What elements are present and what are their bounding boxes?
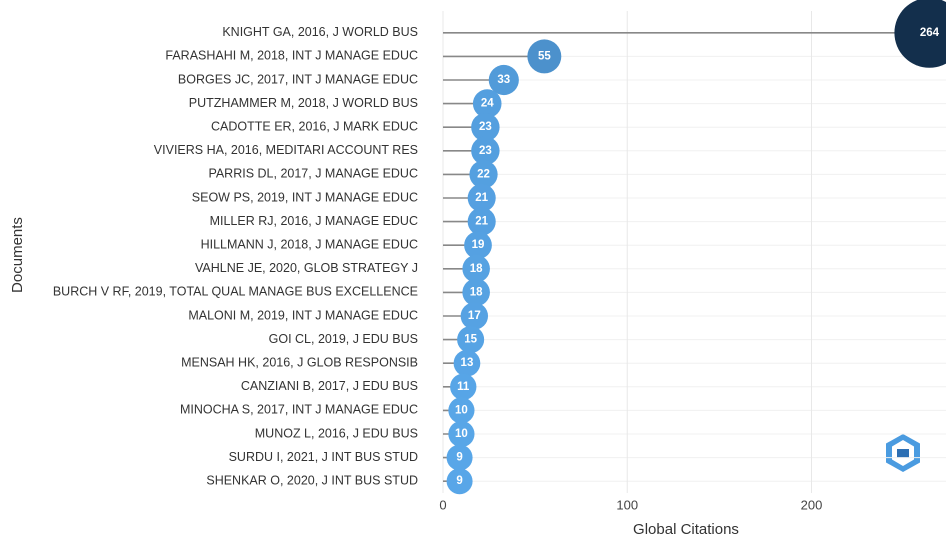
y-tick-label: SURDU I, 2021, J INT BUS STUD xyxy=(229,450,418,464)
data-label: 23 xyxy=(479,145,492,157)
dot xyxy=(460,302,489,330)
dot xyxy=(472,89,502,118)
dot xyxy=(462,255,490,283)
dot xyxy=(467,183,496,213)
y-tick-label: VAHLNE JE, 2020, GLOB STRATEGY J xyxy=(195,261,418,275)
data-label: 18 xyxy=(470,286,483,298)
data-label: 21 xyxy=(475,216,488,228)
grid xyxy=(442,11,946,493)
dot xyxy=(894,0,946,68)
data-label: 15 xyxy=(464,334,477,346)
dot xyxy=(471,112,500,142)
x-tick-label: 100 xyxy=(616,497,638,512)
y-tick-label: SEOW PS, 2019, INT J MANAGE EDUC xyxy=(192,190,418,204)
data-label: 21 xyxy=(475,192,488,204)
y-tick-label: PUTZHAMMER M, 2018, J WORLD BUS xyxy=(189,96,418,110)
y-tick-label: MILLER RJ, 2016, J MANAGE EDUC xyxy=(210,214,418,228)
dot xyxy=(453,349,481,377)
y-tick-label: MUNOZ L, 2016, J EDU BUS xyxy=(255,426,418,440)
dot xyxy=(462,278,490,307)
dot xyxy=(457,326,485,354)
data-label: 19 xyxy=(472,239,485,251)
data-label: 10 xyxy=(455,404,468,416)
data-label: 264 xyxy=(920,27,940,39)
y-tick-label: BORGES JC, 2017, INT J MANAGE EDUC xyxy=(178,72,418,86)
data-label: 11 xyxy=(457,381,470,393)
y-tick-label: KNIGHT GA, 2016, J WORLD BUS xyxy=(222,25,418,39)
x-axis-title: Global Citations xyxy=(633,521,739,538)
y-tick-label: PARRIS DL, 2017, J MANAGE EDUC xyxy=(208,167,418,181)
data-label: 9 xyxy=(456,452,462,464)
y-axis-title: Documents xyxy=(9,217,26,293)
logo xyxy=(886,434,920,472)
dot xyxy=(464,231,492,260)
data-label: 22 xyxy=(477,168,490,180)
data-label: 33 xyxy=(497,74,510,86)
dot xyxy=(488,64,519,96)
dot xyxy=(467,207,496,236)
data-label: 10 xyxy=(455,428,468,440)
y-tick-label: MENSAH HK, 2016, J GLOB RESPONSIB xyxy=(181,355,418,369)
y-tick-label: HILLMANN J, 2018, J MANAGE EDUC xyxy=(201,237,418,251)
y-tick-label: FARASHAHI M, 2018, INT J MANAGE EDUC xyxy=(165,49,418,63)
dot xyxy=(527,39,562,74)
data-label: 9 xyxy=(456,475,462,487)
data-label: 24 xyxy=(481,98,494,110)
dot xyxy=(450,373,477,400)
data-label: 55 xyxy=(538,50,551,62)
data-label: 23 xyxy=(479,121,492,133)
y-tick-label: CANZIANI B, 2017, J EDU BUS xyxy=(241,379,418,393)
x-tick-label: 0 xyxy=(439,497,446,512)
dot xyxy=(446,468,473,495)
y-tick-label: SHENKAR O, 2020, J INT BUS STUD xyxy=(206,473,418,487)
data-label: 13 xyxy=(461,357,474,369)
y-tick-label: MINOCHA S, 2017, INT J MANAGE EDUC xyxy=(180,403,418,417)
y-tick-label: GOI CL, 2019, J EDU BUS xyxy=(269,332,418,346)
data-label: 17 xyxy=(468,310,481,322)
dot xyxy=(448,397,475,424)
x-tick-label: 200 xyxy=(801,497,823,512)
y-tick-label: VIVIERS HA, 2016, MEDITARI ACCOUNT RES xyxy=(154,143,418,157)
dot xyxy=(446,444,473,471)
dot xyxy=(448,420,475,448)
y-tick-label: CADOTTE ER, 2016, J MARK EDUC xyxy=(211,119,418,133)
y-tick-label: MALONI M, 2019, INT J MANAGE EDUC xyxy=(188,308,418,322)
data-label: 18 xyxy=(470,263,483,275)
y-tick-label: BURCH V RF, 2019, TOTAL QUAL MANAGE BUS … xyxy=(53,285,418,299)
dot xyxy=(469,160,498,189)
dot xyxy=(471,136,500,166)
